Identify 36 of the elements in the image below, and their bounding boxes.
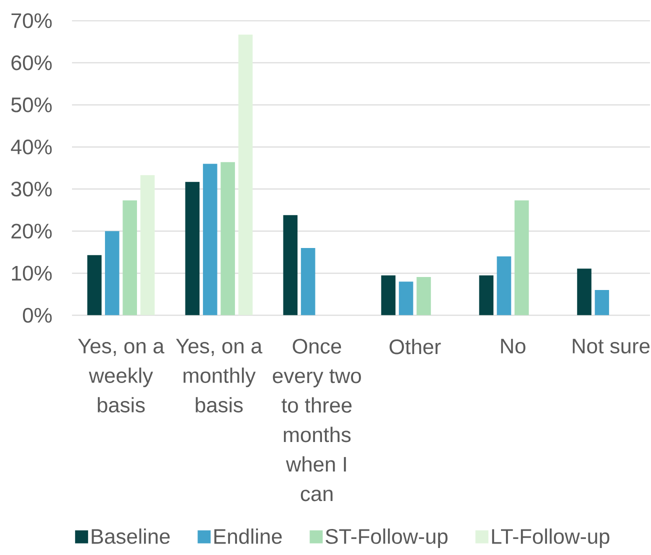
bar [398,282,414,316]
bar [594,290,610,316]
bar [122,200,137,316]
legend-label: ST-Follow-up [326,528,448,548]
bar [87,255,102,316]
bar [496,256,512,316]
bar [381,275,396,316]
bar [140,175,155,316]
y-tick-label: 70% [12,13,52,28]
x-tick-label: Other [390,338,441,354]
x-tick-label: Once every two to three months when I can [272,338,361,502]
x-tick-label: Yes, on a weekly basis [78,338,164,412]
bar [514,200,529,316]
bar [283,215,298,316]
bar [300,248,316,316]
bar [202,164,218,316]
bar [577,268,592,316]
bar [220,162,235,316]
y-tick-label: 20% [11,224,52,239]
y-tick-label: 10% [12,266,52,281]
x-tick-label: Yes, on a monthly basis [176,338,262,412]
legend-label: Baseline [92,528,170,544]
y-tick-label: 60% [12,55,52,70]
legend-label: Endline [214,528,282,544]
legend-label: LT-Follow-up [492,528,610,548]
y-tick-label: 0% [22,308,52,323]
bar [479,275,494,316]
bar [104,231,120,316]
bar [185,182,200,316]
y-tick-label: 40% [10,140,52,154]
bar [416,277,431,316]
x-tick-label: No [501,338,526,354]
bar [238,34,253,316]
x-tick-label: Not sure [572,338,650,354]
y-tick-label: 30% [11,182,52,196]
y-tick-label: 50% [11,97,52,112]
